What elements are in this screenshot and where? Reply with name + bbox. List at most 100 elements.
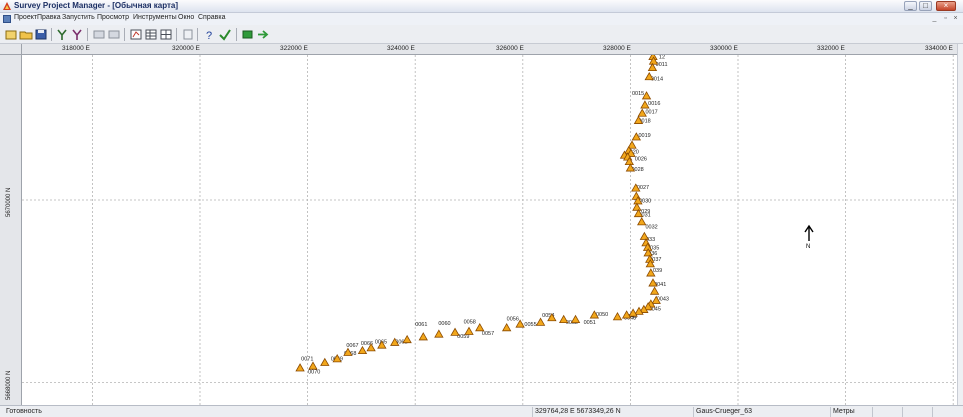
- survey-point-marker[interactable]: [640, 100, 650, 109]
- survey-point-0016[interactable]: [640, 100, 650, 109]
- survey-point-marker[interactable]: [308, 361, 318, 370]
- survey-point-marker[interactable]: [377, 340, 387, 349]
- survey-point-marker[interactable]: [589, 310, 600, 319]
- survey-point-0069[interactable]: [320, 357, 330, 366]
- survey-point-marker[interactable]: [639, 231, 650, 240]
- survey-point-marker[interactable]: [625, 163, 636, 172]
- mdi-minimize-button[interactable]: _: [932, 15, 937, 22]
- survey-point-0052[interactable]: [558, 314, 569, 324]
- survey-point-0061[interactable]: [418, 332, 428, 341]
- survey-point-0013[interactable]: [647, 62, 658, 72]
- survey-point-0036[interactable]: [643, 248, 653, 257]
- view-table-icon[interactable]: [144, 28, 158, 41]
- survey-point-0044[interactable]: [643, 302, 653, 311]
- vertical-scrollbar[interactable]: [957, 44, 963, 405]
- survey-point-0070[interactable]: [308, 361, 318, 370]
- survey-point-0027[interactable]: [631, 183, 641, 192]
- survey-point-marker[interactable]: [332, 354, 342, 363]
- survey-point-marker[interactable]: [632, 202, 642, 211]
- open-icon[interactable]: [19, 28, 33, 41]
- survey-point-marker[interactable]: [295, 363, 305, 372]
- survey-point-0033[interactable]: [639, 231, 650, 240]
- survey-point-marker[interactable]: [631, 183, 641, 192]
- survey-point-marker[interactable]: [621, 310, 632, 319]
- survey-point-marker[interactable]: [434, 329, 444, 338]
- survey-point-0059[interactable]: [450, 327, 460, 336]
- document-icon[interactable]: [3, 15, 11, 23]
- survey-point-marker[interactable]: [570, 314, 581, 324]
- survey-point-marker[interactable]: [624, 156, 635, 166]
- survey-point-marker[interactable]: [450, 327, 460, 336]
- survey-point-marker[interactable]: [633, 208, 644, 218]
- menu-project[interactable]: Проект: [14, 14, 38, 21]
- survey-point-marker[interactable]: [501, 323, 512, 332]
- survey-point-0018[interactable]: [633, 115, 644, 124]
- zoom-out-icon[interactable]: [107, 28, 121, 41]
- survey-point-marker[interactable]: [648, 278, 658, 287]
- menu-tools[interactable]: Инструменты: [133, 14, 177, 21]
- survey-point-marker[interactable]: [366, 343, 376, 352]
- mdi-restore-button[interactable]: ▫: [944, 15, 947, 22]
- export-icon[interactable]: [70, 28, 84, 41]
- mdi-close-button[interactable]: ×: [953, 15, 958, 22]
- survey-point-marker[interactable]: [320, 357, 330, 366]
- survey-point-0020[interactable]: [627, 140, 637, 149]
- survey-point-0065[interactable]: [366, 343, 376, 352]
- survey-point-0047[interactable]: [628, 308, 638, 317]
- survey-point-marker[interactable]: [628, 308, 638, 317]
- survey-point-marker[interactable]: [357, 345, 368, 355]
- survey-point-marker[interactable]: [633, 196, 643, 205]
- survey-point-0062[interactable]: [402, 334, 412, 344]
- menu-edit[interactable]: Правка: [37, 14, 61, 21]
- survey-point-0057[interactable]: [475, 323, 485, 332]
- survey-point-marker[interactable]: [464, 326, 474, 335]
- survey-map[interactable]: 0001002000500070009010120011001400150016…: [22, 55, 957, 405]
- survey-point-0045[interactable]: [639, 304, 649, 313]
- menu-view[interactable]: Просмотр: [97, 14, 129, 21]
- survey-point-marker[interactable]: [634, 306, 644, 315]
- survey-point-marker[interactable]: [646, 268, 656, 277]
- view-map-icon[interactable]: [129, 28, 143, 41]
- survey-point-0053[interactable]: [547, 312, 557, 322]
- survey-point-0012[interactable]: [648, 56, 659, 65]
- new-icon[interactable]: [4, 28, 18, 41]
- survey-point-0055[interactable]: [515, 319, 525, 328]
- zoom-in-icon[interactable]: [92, 28, 106, 41]
- arrow-icon[interactable]: [256, 28, 270, 41]
- survey-point-0049[interactable]: [612, 312, 623, 321]
- survey-point-0040[interactable]: [648, 278, 658, 287]
- survey-point-marker[interactable]: [418, 332, 428, 341]
- help-icon[interactable]: ?: [202, 28, 216, 41]
- survey-point-0048[interactable]: [621, 310, 632, 319]
- survey-point-marker[interactable]: [647, 62, 658, 72]
- survey-point-0015[interactable]: [641, 91, 652, 100]
- survey-point-marker[interactable]: [475, 323, 485, 332]
- survey-point-marker[interactable]: [637, 217, 647, 226]
- survey-point-0051[interactable]: [570, 314, 581, 324]
- survey-point-marker[interactable]: [649, 286, 660, 295]
- survey-point-0066[interactable]: [357, 345, 368, 355]
- survey-point-0050[interactable]: [589, 310, 600, 319]
- survey-point-0067[interactable]: [343, 347, 353, 356]
- survey-point-marker[interactable]: [643, 302, 653, 311]
- survey-point-marker[interactable]: [515, 319, 525, 328]
- survey-point-marker[interactable]: [651, 295, 661, 304]
- survey-point-marker[interactable]: [535, 317, 546, 326]
- survey-point-marker[interactable]: [612, 312, 623, 321]
- survey-point-0063[interactable]: [390, 337, 400, 346]
- survey-point-marker[interactable]: [644, 71, 654, 81]
- survey-point-0025[interactable]: [624, 156, 635, 166]
- survey-point-0068[interactable]: [332, 354, 342, 363]
- survey-point-0058[interactable]: [464, 326, 474, 335]
- survey-point-0039[interactable]: [646, 268, 656, 277]
- check-icon[interactable]: [218, 28, 232, 41]
- survey-point-0042[interactable]: [651, 295, 661, 304]
- survey-point-0026[interactable]: [625, 163, 636, 172]
- survey-point-0032[interactable]: [637, 217, 647, 226]
- survey-point-0056[interactable]: [501, 323, 512, 332]
- survey-point-marker[interactable]: [627, 140, 637, 149]
- minimize-button[interactable]: _: [904, 1, 917, 11]
- survey-point-marker[interactable]: [633, 115, 644, 124]
- map-canvas[interactable]: 0001002000500070009010120011001400150016…: [22, 55, 957, 405]
- survey-point-0054[interactable]: [535, 317, 546, 326]
